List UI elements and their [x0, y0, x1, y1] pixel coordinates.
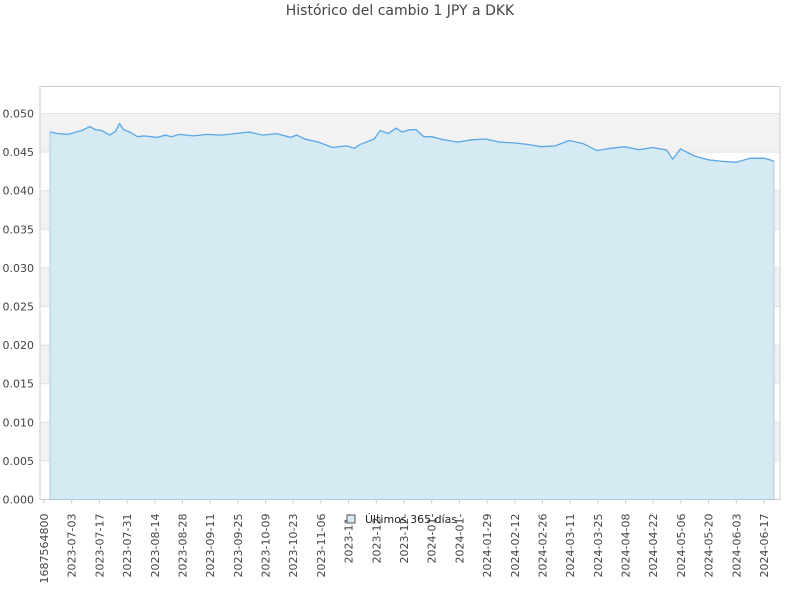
series-area	[49, 122, 775, 500]
x-tick-label: 2024-01-29	[481, 514, 494, 578]
x-tick-label: 2024-03-25	[592, 514, 605, 578]
series-layer	[49, 122, 775, 500]
x-tick-label: 2024-06-03	[730, 514, 743, 578]
series-line	[49, 122, 775, 163]
x-tick-label: 1687564800	[38, 514, 51, 584]
x-tick-label: 2024-01-	[453, 513, 466, 563]
x-tick-label: 2023-07-17	[93, 514, 106, 578]
x-tick-label: 2024-03-11	[564, 514, 577, 578]
x-tick-label: 2023-09-11	[204, 514, 217, 578]
y-tick-label: 0.045	[3, 146, 35, 159]
legend-swatch[interactable]	[346, 514, 356, 524]
x-tick-label: 2023-12-	[370, 513, 383, 563]
x-tick-label: 2023-11-	[343, 513, 356, 563]
x-tick-label: 2024-06-17	[758, 514, 771, 578]
x-tick-label: 2023-07-31	[121, 514, 134, 578]
y-tick-label: 0.040	[3, 185, 35, 198]
x-tick-label: 2023-07-03	[66, 514, 79, 578]
x-tick-label: 2023-11-06	[315, 514, 328, 578]
x-tick-label: 2023-10-23	[287, 514, 300, 578]
x-tick-label: 2024-05-06	[675, 514, 688, 578]
y-tick-label: 0.010	[3, 416, 35, 429]
x-tick-label: 2024-04-22	[647, 514, 660, 578]
x-tick-label: 2023-12-	[398, 513, 411, 563]
y-axis: 0.000 0.005 0.010 0.015 0.020 0.025 0.030 0.035…	[3, 108, 35, 507]
x-tick-label: 2024-04-08	[620, 514, 633, 578]
legend-label[interactable]: Últimos 365 días	[365, 513, 457, 526]
y-tick-label: 0.015	[3, 378, 35, 391]
x-tick-label: 2023-09-25	[232, 514, 245, 578]
y-tick-label: 0.005	[3, 455, 35, 468]
y-tick-label: 0.050	[3, 108, 35, 121]
chart-title: Histórico del cambio 1 JPY a DKK	[286, 3, 515, 19]
x-tick-label: 2023-08-28	[176, 514, 189, 578]
legend[interactable]: Últimos 365 días	[346, 513, 457, 526]
x-tick-label: 2024-02-12	[509, 514, 522, 578]
y-tick-label: 0.030	[3, 262, 35, 275]
y-tick-label: 0.000	[3, 494, 35, 507]
x-tick-label: 2023-08-14	[149, 514, 162, 578]
y-tick-label: 0.035	[3, 223, 35, 236]
x-tick-label: 2024-02-26	[536, 514, 549, 578]
y-tick-label: 0.020	[3, 339, 35, 352]
x-axis: 1687564800 2023-07-03 2023-07-17 2023-07-31…	[38, 499, 771, 584]
x-tick-label: 2024-01-	[426, 513, 439, 563]
x-tick-label: 2023-10-09	[260, 514, 273, 578]
y-tick-label: 0.025	[3, 301, 35, 314]
x-tick-label: 2024-05-20	[703, 514, 716, 578]
